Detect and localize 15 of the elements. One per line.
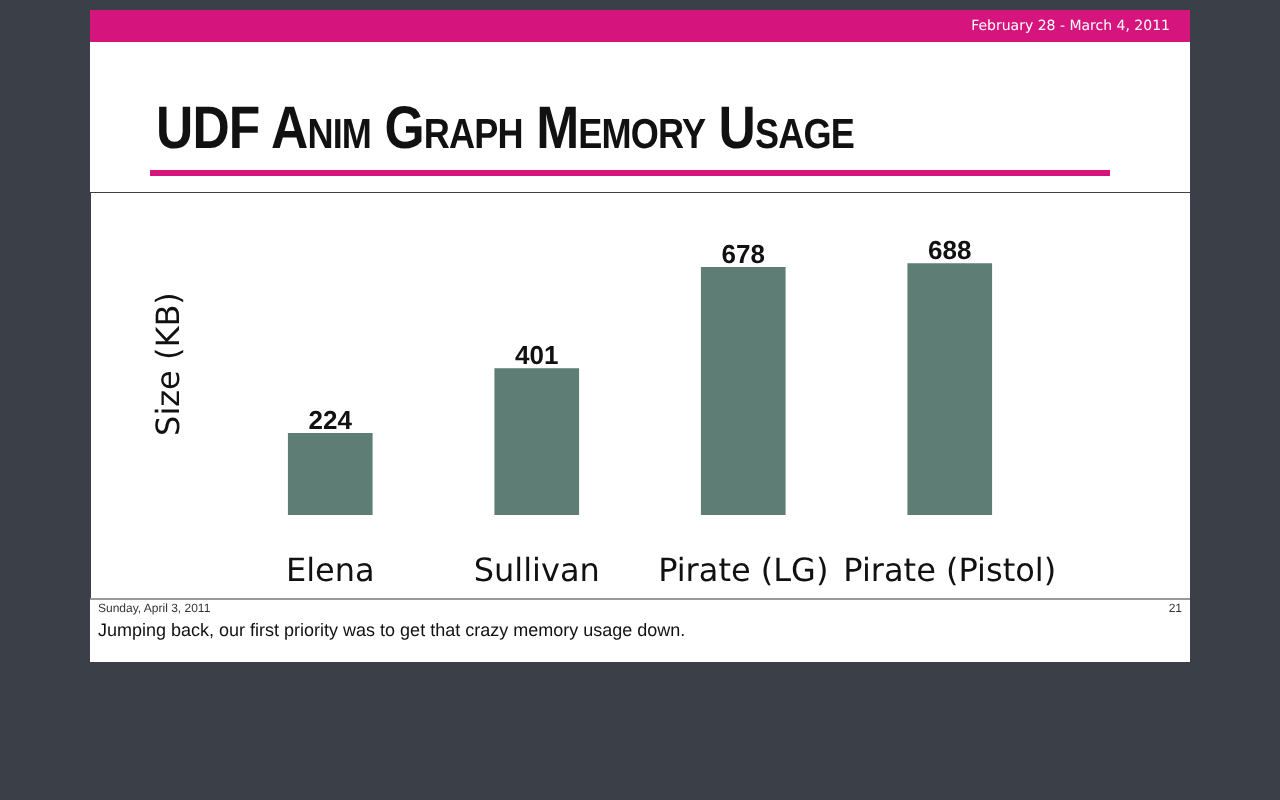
bar bbox=[494, 368, 580, 515]
data-label: 688 bbox=[928, 235, 972, 266]
data-label: 401 bbox=[515, 340, 559, 371]
x-tick-label: Pirate (LG) bbox=[658, 551, 829, 589]
x-tick-label: Elena bbox=[285, 551, 375, 589]
x-tick-label: Pirate (Pistol) bbox=[843, 551, 1057, 589]
x-tick-label: Sullivan bbox=[473, 551, 600, 589]
bar bbox=[907, 263, 993, 515]
chart-title: UDF Anim Graph Memory Usage bbox=[156, 94, 854, 166]
text: Jumping back, our first priority was to get that crazy memory usage down. bbox=[98, 618, 686, 644]
bar bbox=[287, 433, 373, 515]
bar bbox=[700, 266, 786, 515]
data-label: 678 bbox=[721, 238, 765, 269]
y-axis-title: Size (KB) bbox=[149, 292, 187, 436]
data-label: 224 bbox=[308, 405, 354, 436]
